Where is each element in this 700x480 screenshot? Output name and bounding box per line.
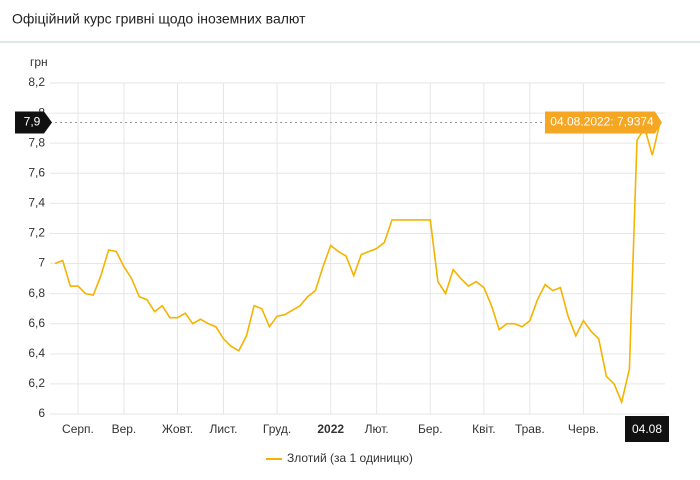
tooltip-text: 04.08.2022: 7,9374	[550, 115, 654, 129]
x-tick-label: Бер.	[418, 422, 443, 436]
x-tick-label: Груд.	[263, 422, 291, 436]
y-tick-label: 7,6	[28, 165, 45, 179]
data-line	[54, 122, 661, 405]
x-tick-label: 2022	[317, 422, 344, 436]
y-tick-label: 7	[38, 256, 45, 270]
crosshair-box	[15, 111, 52, 134]
x-tick-label: Квіт.	[472, 422, 496, 436]
y-tick-label: 6,2	[28, 376, 45, 390]
y-tick-label: 8,2	[28, 75, 45, 89]
x-tick-label: 04.08	[632, 422, 662, 436]
x-highlight-box	[625, 416, 669, 442]
x-tick-label: Лист.	[209, 422, 237, 436]
y-tick-label: 7,2	[28, 226, 45, 240]
x-tick-label: Жовт.	[162, 422, 193, 436]
y-tick-label: 7,4	[28, 196, 45, 210]
y-tick-label: 6	[38, 406, 45, 420]
y-tick-label: 7,8	[28, 135, 45, 149]
x-tick-label: Лют.	[365, 422, 389, 436]
legend-label: Злотий (за 1 одиницю)	[287, 451, 413, 465]
y-tick-label: 6,6	[28, 316, 45, 330]
x-tick-label: Вер.	[112, 422, 137, 436]
x-tick-label: Черв.	[568, 422, 599, 436]
tooltip-box	[545, 111, 662, 134]
chart-title: Офіційний курс гривні щодо іноземних вал…	[12, 11, 306, 27]
y-unit: грн	[30, 55, 48, 69]
y-tick-label: 6,8	[28, 286, 45, 300]
crosshair-label: 7,9	[24, 115, 41, 129]
y-tick-label: 6,4	[28, 346, 45, 360]
x-tick-label: Трав.	[515, 422, 545, 436]
x-tick-label: Серп.	[62, 422, 94, 436]
